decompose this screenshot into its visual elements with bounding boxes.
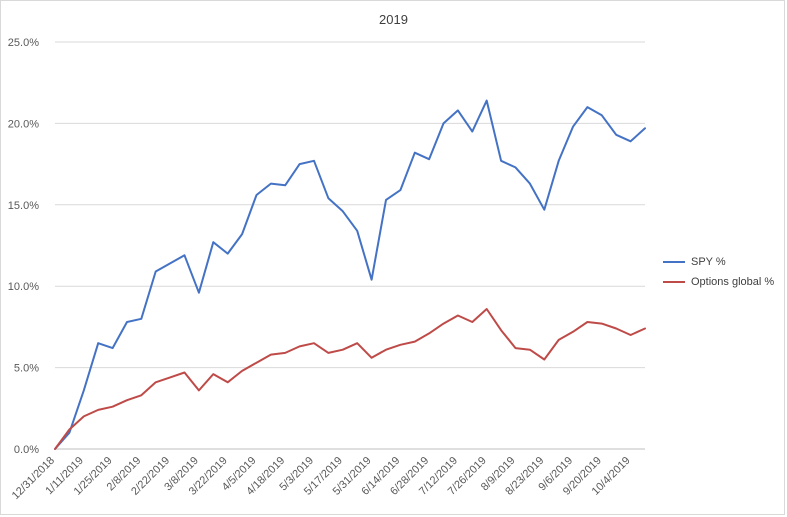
- series-line-spy: [54, 99, 646, 450]
- y-tick-label: 20.0%: [8, 118, 39, 130]
- series-line-options: [54, 308, 646, 450]
- legend-swatch-options: [663, 281, 685, 283]
- y-tick-label: 10.0%: [8, 281, 39, 293]
- y-tick-label: 15.0%: [8, 200, 39, 212]
- series-lines: [54, 99, 646, 450]
- legend-swatch-spy: [663, 261, 685, 263]
- y-tick-label: 25.0%: [8, 37, 39, 49]
- legend-label-spy: SPY %: [691, 256, 726, 268]
- legend-item-options: Options global %: [663, 274, 774, 290]
- y-tick-label: 5.0%: [14, 363, 39, 375]
- legend-label-options: Options global %: [691, 276, 775, 288]
- x-axis-ticks: 12/31/20181/11/20191/25/20192/8/20192/22…: [10, 455, 633, 502]
- legend-item-spy: SPY %: [663, 254, 726, 270]
- y-axis-ticks: 0.0% 5.0% 10.0% 15.0% 20.0% 25.0%: [8, 37, 39, 456]
- chart-title: 2019: [379, 12, 408, 27]
- y-tick-label: 0.0%: [14, 444, 39, 456]
- gridlines: [55, 41, 645, 450]
